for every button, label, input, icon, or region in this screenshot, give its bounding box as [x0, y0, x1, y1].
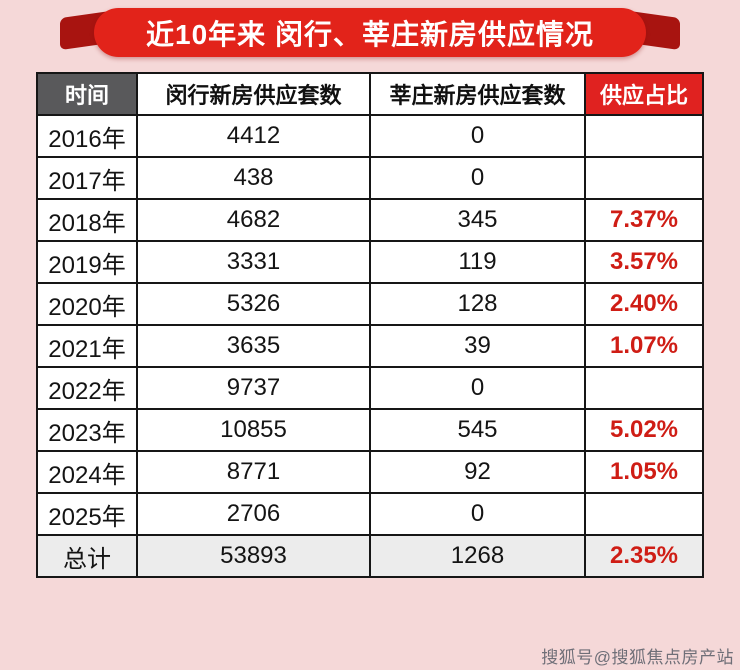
minhang-cell: 438 [136, 156, 371, 200]
xinzhuang-cell: 0 [369, 492, 586, 536]
table-row: 2021年 3635 39 1.07% [36, 324, 704, 368]
banner-pill: 近10年来 闵行、莘庄新房供应情况 [94, 8, 646, 57]
xinzhuang-cell: 92 [369, 450, 586, 494]
header-xinzhuang-supply: 莘庄新房供应套数 [369, 72, 586, 116]
total-minhang-cell: 53893 [136, 534, 371, 578]
xinzhuang-cell: 0 [369, 156, 586, 200]
table-row: 2017年 438 0 [36, 156, 704, 200]
header-minhang-supply: 闵行新房供应套数 [136, 72, 371, 116]
table-row: 2020年 5326 128 2.40% [36, 282, 704, 326]
year-cell: 2021年 [36, 324, 138, 368]
year-cell: 2024年 [36, 450, 138, 494]
watermark-text: 搜狐号@搜狐焦点房产站 [541, 648, 734, 667]
minhang-cell: 5326 [136, 282, 371, 326]
minhang-cell: 4682 [136, 198, 371, 242]
total-ratio-cell: 2.35% [584, 534, 704, 578]
table-row: 2023年 10855 545 5.02% [36, 408, 704, 452]
xinzhuang-cell: 345 [369, 198, 586, 242]
table-body: 2016年 4412 0 2017年 438 0 2018年 4682 345 … [36, 114, 704, 578]
minhang-cell: 10855 [136, 408, 371, 452]
total-xinzhuang-cell: 1268 [369, 534, 586, 578]
minhang-cell: 9737 [136, 366, 371, 410]
total-label-cell: 总计 [36, 534, 138, 578]
page-title: 近10年来 闵行、莘庄新房供应情况 [146, 18, 594, 50]
year-cell: 2017年 [36, 156, 138, 200]
table-row: 2018年 4682 345 7.37% [36, 198, 704, 242]
xinzhuang-cell: 39 [369, 324, 586, 368]
table-row: 2025年 2706 0 [36, 492, 704, 536]
ratio-cell: 1.07% [584, 324, 704, 368]
ratio-cell: 7.37% [584, 198, 704, 242]
supply-table: 时间 闵行新房供应套数 莘庄新房供应套数 供应占比 2016年 4412 0 2… [36, 72, 704, 578]
year-cell: 2022年 [36, 366, 138, 410]
year-cell: 2018年 [36, 198, 138, 242]
year-cell: 2023年 [36, 408, 138, 452]
minhang-cell: 3331 [136, 240, 371, 284]
ratio-cell: 2.40% [584, 282, 704, 326]
xinzhuang-cell: 0 [369, 114, 586, 158]
header-time: 时间 [36, 72, 138, 116]
watermark: 搜狐号@搜狐焦点房产站 [541, 643, 734, 668]
table-row: 2024年 8771 92 1.05% [36, 450, 704, 494]
ratio-cell [584, 114, 704, 158]
year-cell: 2025年 [36, 492, 138, 536]
xinzhuang-cell: 128 [369, 282, 586, 326]
xinzhuang-cell: 119 [369, 240, 586, 284]
year-cell: 2016年 [36, 114, 138, 158]
minhang-cell: 4412 [136, 114, 371, 158]
header-row: 时间 闵行新房供应套数 莘庄新房供应套数 供应占比 [36, 72, 704, 116]
minhang-cell: 8771 [136, 450, 371, 494]
xinzhuang-cell: 0 [369, 366, 586, 410]
table-row: 2019年 3331 119 3.57% [36, 240, 704, 284]
ratio-cell: 1.05% [584, 450, 704, 494]
year-cell: 2020年 [36, 282, 138, 326]
ratio-cell [584, 492, 704, 536]
year-cell: 2019年 [36, 240, 138, 284]
minhang-cell: 2706 [136, 492, 371, 536]
table-row: 2016年 4412 0 [36, 114, 704, 158]
minhang-cell: 3635 [136, 324, 371, 368]
xinzhuang-cell: 545 [369, 408, 586, 452]
ratio-cell: 5.02% [584, 408, 704, 452]
ratio-cell [584, 156, 704, 200]
header-supply-ratio: 供应占比 [584, 72, 704, 116]
ratio-cell [584, 366, 704, 410]
table-row: 2022年 9737 0 [36, 366, 704, 410]
title-ribbon: 近10年来 闵行、莘庄新房供应情况 [0, 0, 740, 66]
ratio-cell: 3.57% [584, 240, 704, 284]
total-row: 总计 53893 1268 2.35% [36, 534, 704, 578]
